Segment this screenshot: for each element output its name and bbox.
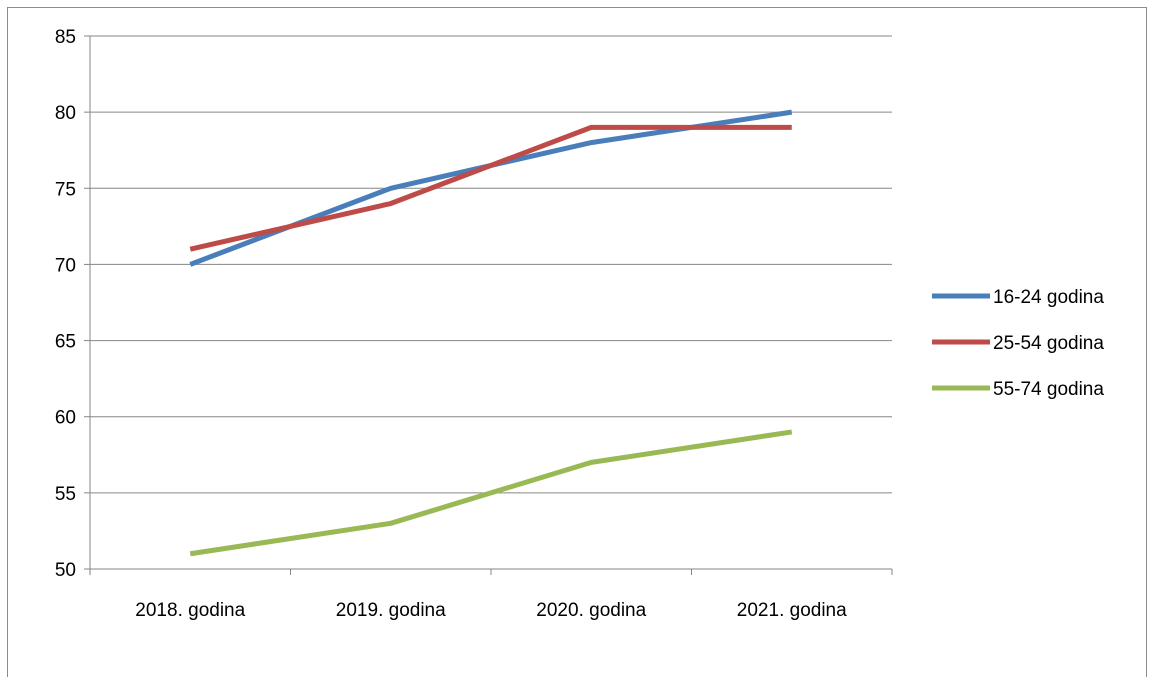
series-line-3: [189, 429, 793, 557]
y-tick-label: 75: [55, 179, 76, 200]
x-tick-label: 2019. godina: [336, 600, 446, 621]
y-tick-label: 70: [55, 255, 76, 276]
y-tick-label: 50: [55, 560, 76, 581]
legend-label: 16-24 godina: [993, 287, 1104, 308]
chart-frame: [7, 7, 1147, 677]
y-tick-label: 80: [55, 103, 76, 124]
gridlines: [90, 35, 892, 494]
legend: 16-24 godina 25-54 godina 55-74 godina: [932, 287, 1104, 400]
y-tick-label: 60: [55, 408, 76, 429]
legend-label: 25-54 godina: [993, 333, 1104, 354]
x-tick-label: 2021. godina: [737, 600, 847, 621]
legend-label: 55-74 godina: [993, 379, 1104, 400]
x-tick-label: 2020. godina: [536, 600, 646, 621]
series-line-2: [189, 124, 792, 252]
y-tick-label: 85: [55, 27, 76, 48]
y-tick-label: 65: [55, 332, 76, 353]
y-tick-label: 55: [55, 484, 76, 505]
x-axis-tick-labels: 2018. godina 2019. godina 2020. godina 2021…: [135, 600, 847, 621]
series-lines: [189, 109, 793, 557]
x-tick-label: 2018. godina: [135, 600, 245, 621]
axes: [84, 35, 893, 575]
y-axis-tick-labels: 50 55 60 65 70 75 80 85: [55, 27, 76, 581]
